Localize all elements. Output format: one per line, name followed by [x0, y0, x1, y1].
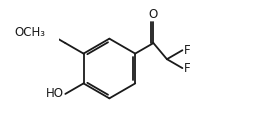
Text: F: F — [184, 44, 191, 57]
Text: F: F — [184, 62, 191, 75]
Text: HO: HO — [46, 87, 64, 100]
Text: O: O — [149, 8, 158, 21]
Text: OCH₃: OCH₃ — [15, 26, 46, 39]
